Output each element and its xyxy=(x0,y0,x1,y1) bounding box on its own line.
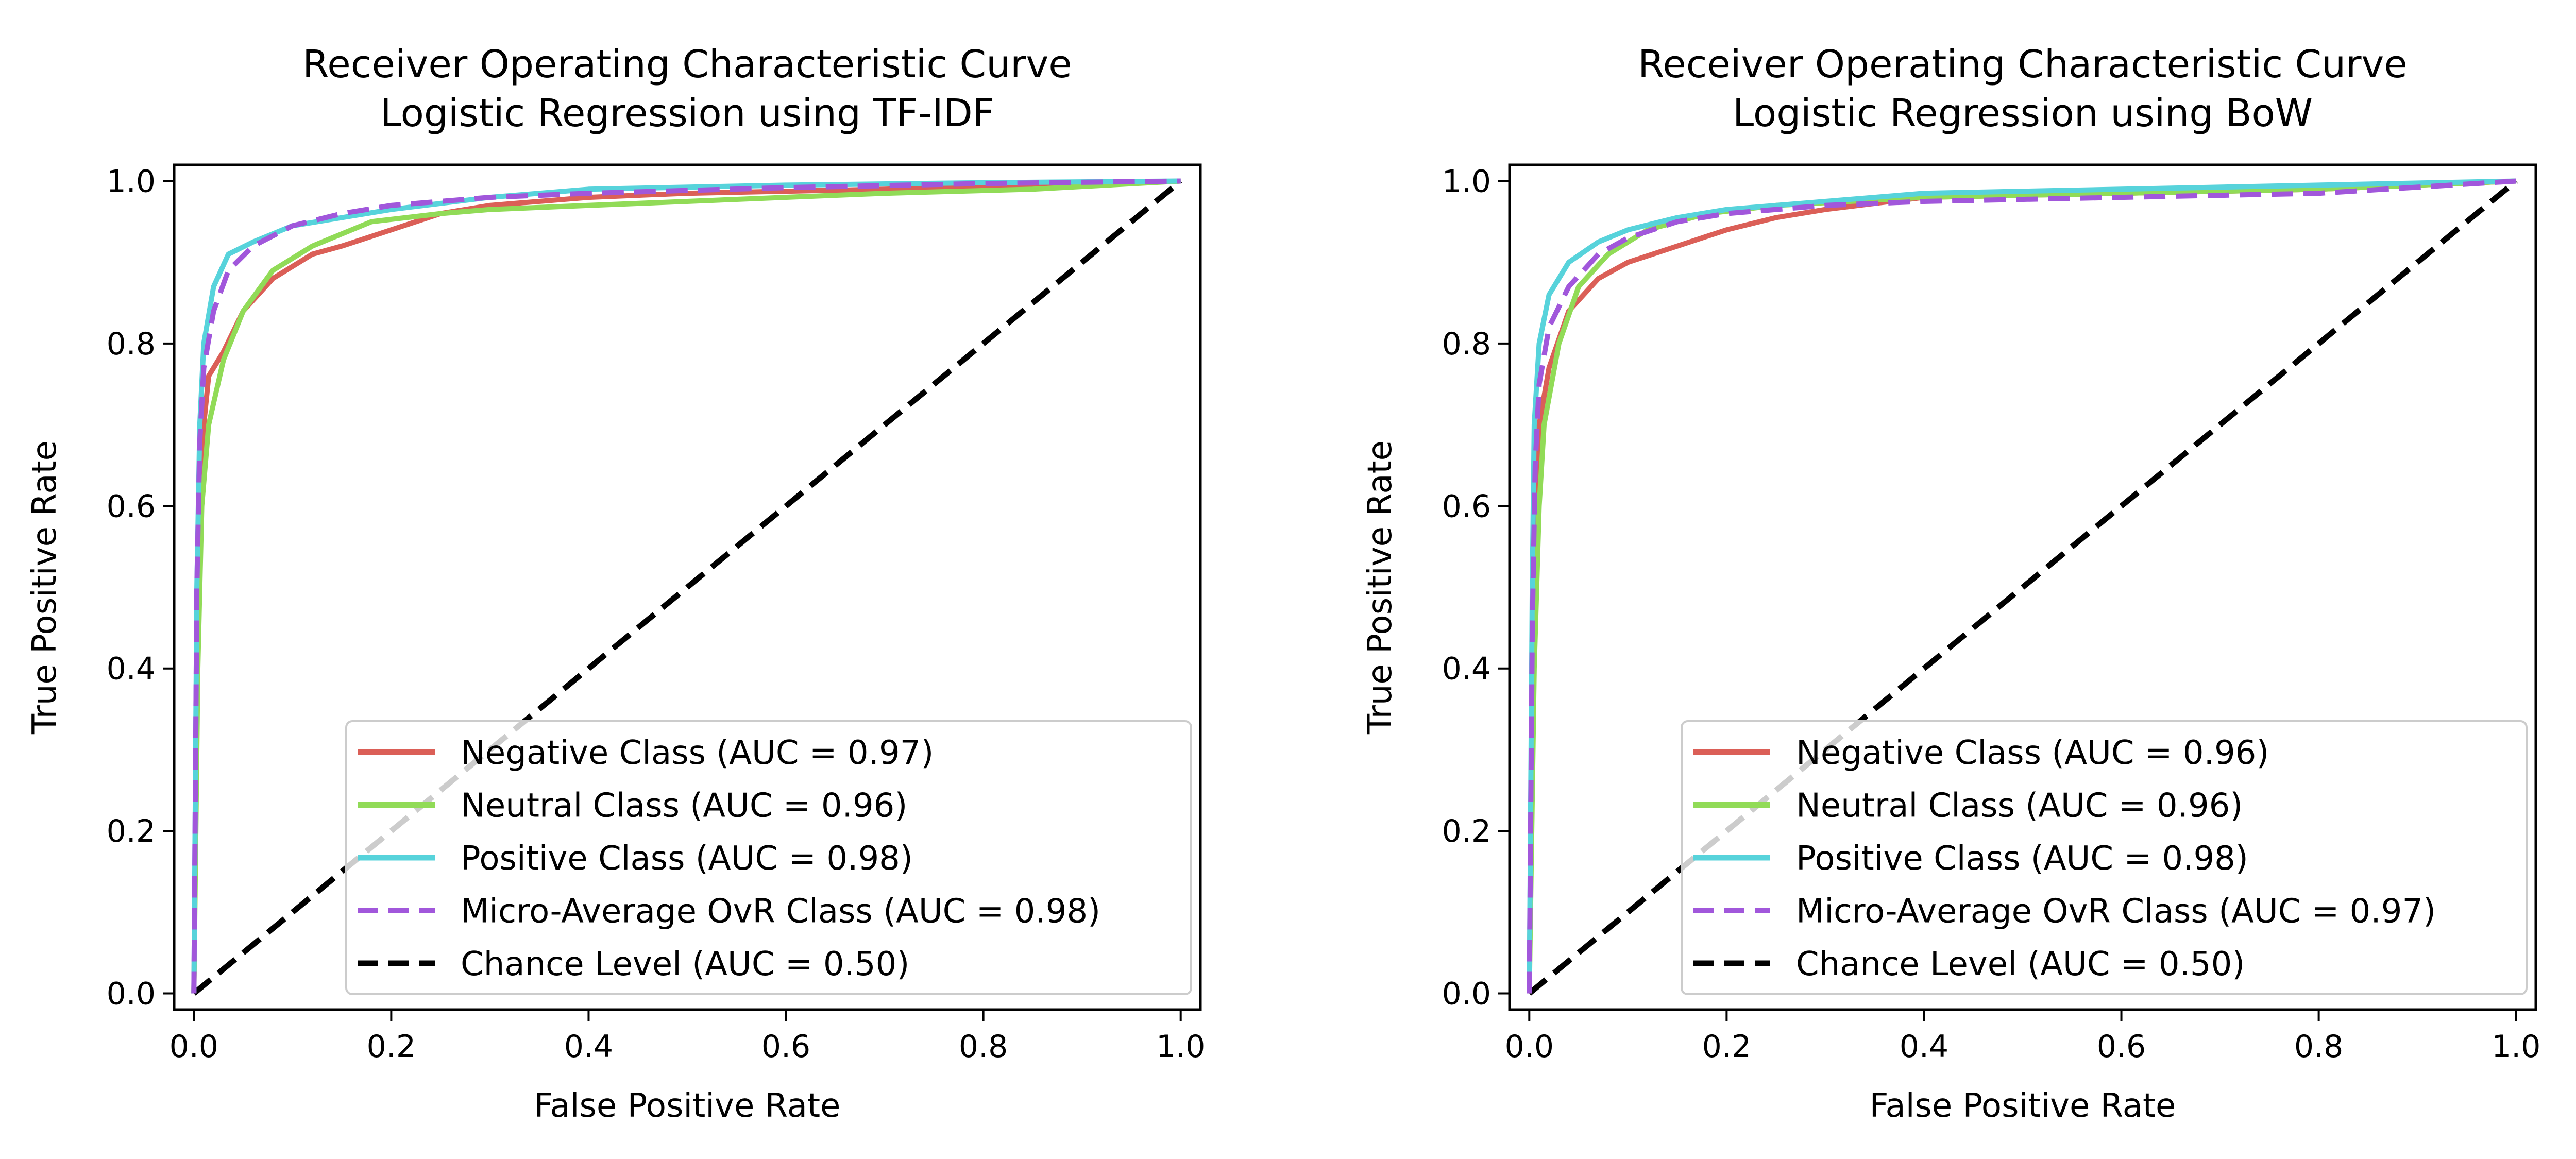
y-tick-label: 0.0 xyxy=(107,976,156,1012)
legend-label: Negative Class (AUC = 0.96) xyxy=(1796,734,2269,772)
legend-label: Micro-Average OvR Class (AUC = 0.97) xyxy=(1796,893,2436,931)
roc-chart-2: Receiver Operating Characteristic CurveL… xyxy=(1361,42,2540,1125)
series-line-4 xyxy=(191,178,1181,994)
series-line-2 xyxy=(1527,178,2516,994)
legend: Negative Class (AUC = 0.96) Neutral Class… xyxy=(1681,720,2528,995)
series-group xyxy=(191,178,1183,996)
series-line-2 xyxy=(191,178,1181,994)
y-axis-label: True Positive Rate xyxy=(26,440,64,735)
y-tick-label: 0.0 xyxy=(1442,976,1491,1012)
y-tick-label: 1.0 xyxy=(1442,164,1491,200)
plot-frame xyxy=(1508,163,2537,1011)
x-axis-label: False Positive Rate xyxy=(534,1087,841,1125)
x-tick-label: 0.8 xyxy=(959,1029,1008,1065)
y-tick-label: 0.4 xyxy=(107,651,156,687)
y-tick-label: 1.0 xyxy=(107,164,156,200)
y-tick-label: 0.6 xyxy=(107,488,156,524)
y-tick-label: 0.2 xyxy=(1442,813,1491,849)
legend-label: Positive Class (AUC = 0.98) xyxy=(461,840,913,878)
y-tick-label: 0.4 xyxy=(1442,651,1491,687)
roc-chart-1: Receiver Operating Characteristic CurveL… xyxy=(26,42,1205,1125)
y-tick-label: 0.8 xyxy=(1442,326,1491,362)
legend: Negative Class (AUC = 0.97) Neutral Class… xyxy=(345,720,1192,995)
legend-frame xyxy=(1681,720,2528,995)
series-line-1 xyxy=(191,178,1181,994)
legend-label: Chance Level (AUC = 0.50) xyxy=(461,945,909,983)
chart-subtitle: Logistic Regression using TF-IDF xyxy=(380,91,995,135)
x-tick-label: 0.6 xyxy=(2097,1029,2146,1065)
x-tick-label: 1.0 xyxy=(1156,1029,1205,1065)
y-tick-label: 0.8 xyxy=(107,326,156,362)
chart-title: Receiver Operating Characteristic Curve xyxy=(1638,42,2408,87)
x-tick-label: 0.4 xyxy=(564,1029,613,1065)
x-tick-label: 0.2 xyxy=(1702,1029,1751,1065)
legend-label: Positive Class (AUC = 0.98) xyxy=(1796,840,2248,878)
legend-label: Neutral Class (AUC = 0.96) xyxy=(1796,787,2243,825)
x-axis-label: False Positive Rate xyxy=(1870,1087,2176,1125)
y-tick-label: 0.2 xyxy=(107,813,156,849)
x-tick-label: 1.0 xyxy=(2492,1029,2540,1065)
legend-label: Negative Class (AUC = 0.97) xyxy=(461,734,934,772)
x-tick-label: 0.4 xyxy=(1900,1029,1948,1065)
chart-subtitle: Logistic Regression using BoW xyxy=(1733,91,2313,135)
chart-title: Receiver Operating Characteristic Curve xyxy=(302,42,1072,87)
series-line-3 xyxy=(1527,178,2516,994)
y-axis-label: True Positive Rate xyxy=(1361,440,1399,735)
x-tick-label: 0.8 xyxy=(2294,1029,2343,1065)
series-line-4 xyxy=(1527,178,2517,994)
x-tick-label: 0.2 xyxy=(367,1029,416,1065)
x-tick-label: 0.6 xyxy=(761,1029,810,1065)
legend-label: Micro-Average OvR Class (AUC = 0.98) xyxy=(461,893,1100,931)
plot-frame xyxy=(173,163,1202,1011)
y-tick-label: 0.6 xyxy=(1442,488,1491,524)
x-tick-label: 0.0 xyxy=(170,1029,218,1065)
legend-frame xyxy=(345,720,1192,995)
x-tick-label: 0.0 xyxy=(1505,1029,1554,1065)
legend-label: Chance Level (AUC = 0.50) xyxy=(1796,945,2245,983)
legend-label: Neutral Class (AUC = 0.96) xyxy=(461,787,907,825)
